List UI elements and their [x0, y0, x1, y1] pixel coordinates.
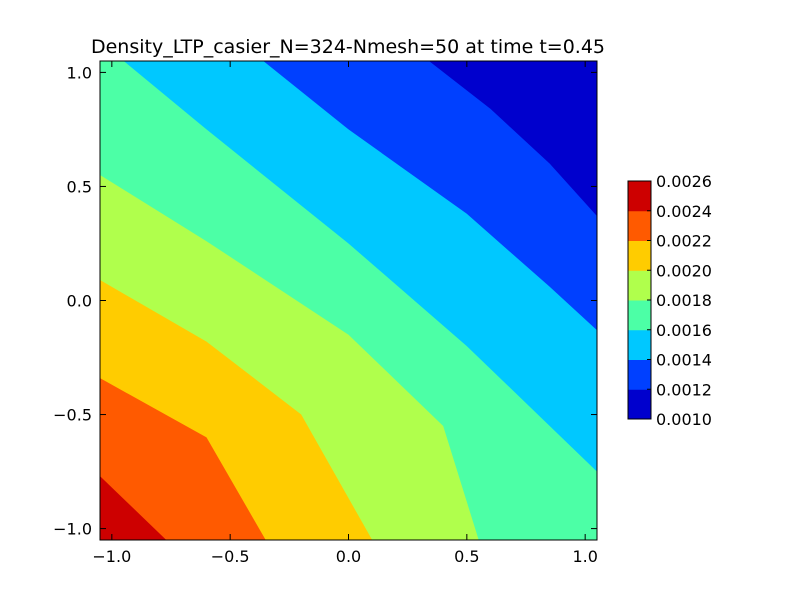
y-tick-label: 1.0	[67, 63, 92, 82]
x-axis: −1.0 −0.5 0.0 0.5 1.0	[92, 61, 598, 566]
colorbar-tick-label: 0.0024	[656, 202, 712, 221]
colorbar-swatch	[628, 240, 651, 271]
y-tick-label: −0.5	[53, 406, 92, 425]
colorbar-swatch	[628, 300, 651, 331]
y-tick-label: −1.0	[53, 520, 92, 539]
x-tick-label: −0.5	[211, 547, 250, 566]
x-tick-label: 0.5	[454, 547, 479, 566]
colorbar-tick-label: 0.0018	[656, 291, 712, 310]
colorbar-tick-label: 0.0016	[656, 321, 712, 340]
colorbar-tick-label: 0.0012	[656, 380, 712, 399]
y-axis: −1.0 −0.5 0.0 0.5 1.0	[53, 63, 597, 539]
y-tick-label: 0.5	[67, 177, 92, 196]
colorbar-swatch	[628, 389, 651, 420]
colorbar-swatch	[628, 329, 651, 360]
x-tick-label: 0.0	[336, 547, 361, 566]
colorbar-tick-label: 0.0010	[656, 410, 712, 429]
contour-band-7	[100, 476, 167, 540]
y-tick-label: 0.0	[67, 292, 92, 311]
colorbar-tick-label: 0.0020	[656, 261, 712, 280]
colorbar-swatch	[628, 359, 651, 390]
plot-area	[99, 60, 598, 541]
colorbar-tick-label: 0.0026	[656, 172, 712, 191]
x-tick-label: 1.0	[572, 547, 597, 566]
contour-band-6	[100, 378, 266, 540]
colorbar-swatch	[628, 181, 651, 212]
colorbar-tick-label: 0.0014	[656, 351, 712, 370]
colorbar: 0.0010 0.0012 0.0014 0.0016 0.0018 0.0020 0.00…	[627, 172, 712, 429]
x-tick-label: −1.0	[92, 547, 131, 566]
colorbar-swatch	[628, 270, 651, 301]
colorbar-tick-label: 0.0022	[656, 232, 712, 251]
colorbar-swatch	[628, 210, 651, 241]
chart-title: Density_LTP_casier_N=324-Nmesh=50 at tim…	[91, 36, 605, 58]
